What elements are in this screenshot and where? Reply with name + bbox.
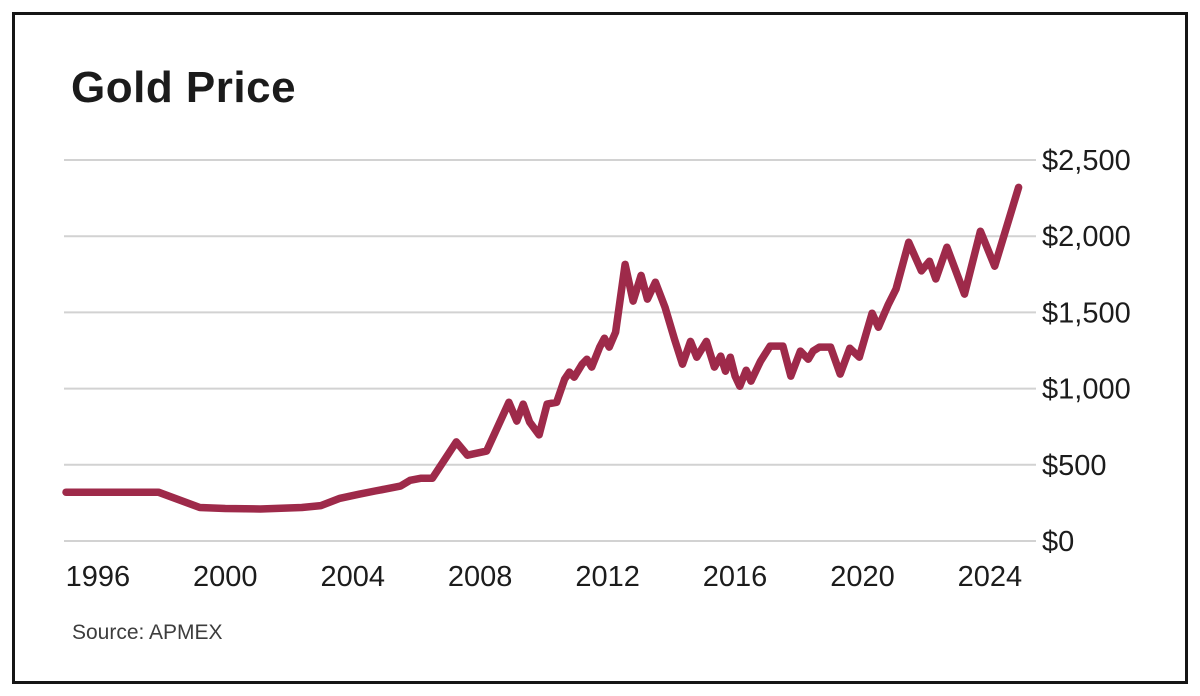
- x-axis-labels: 1996 2000 2004 2008 2012 2016 2020 2024: [66, 561, 1023, 593]
- gold-price-line: [62, 183, 1023, 513]
- y-tick-label: $500: [1042, 450, 1107, 482]
- y-axis-labels: $0 $500 $1,000 $1,500 $2,000 $2,500: [1042, 145, 1131, 558]
- y-tick-label: $1,500: [1042, 297, 1131, 329]
- x-tick-label: 2000: [193, 561, 258, 593]
- chart-title: Gold Price: [71, 63, 297, 112]
- x-tick-label: 2008: [448, 561, 513, 593]
- x-tick-label: 2024: [958, 561, 1023, 593]
- gridlines: [64, 159, 1036, 542]
- y-tick-label: $1,000: [1042, 374, 1131, 406]
- x-tick-label: 2012: [575, 561, 640, 593]
- x-tick-label: 1996: [66, 561, 131, 593]
- x-tick-label: 2016: [703, 561, 768, 593]
- y-tick-label: $2,000: [1042, 221, 1131, 253]
- source-label: Source: APMEX: [72, 621, 223, 644]
- y-tick-label: $2,500: [1042, 145, 1131, 177]
- y-tick-label: $0: [1042, 526, 1074, 558]
- x-tick-label: 2020: [830, 561, 895, 593]
- x-tick-label: 2004: [320, 561, 385, 593]
